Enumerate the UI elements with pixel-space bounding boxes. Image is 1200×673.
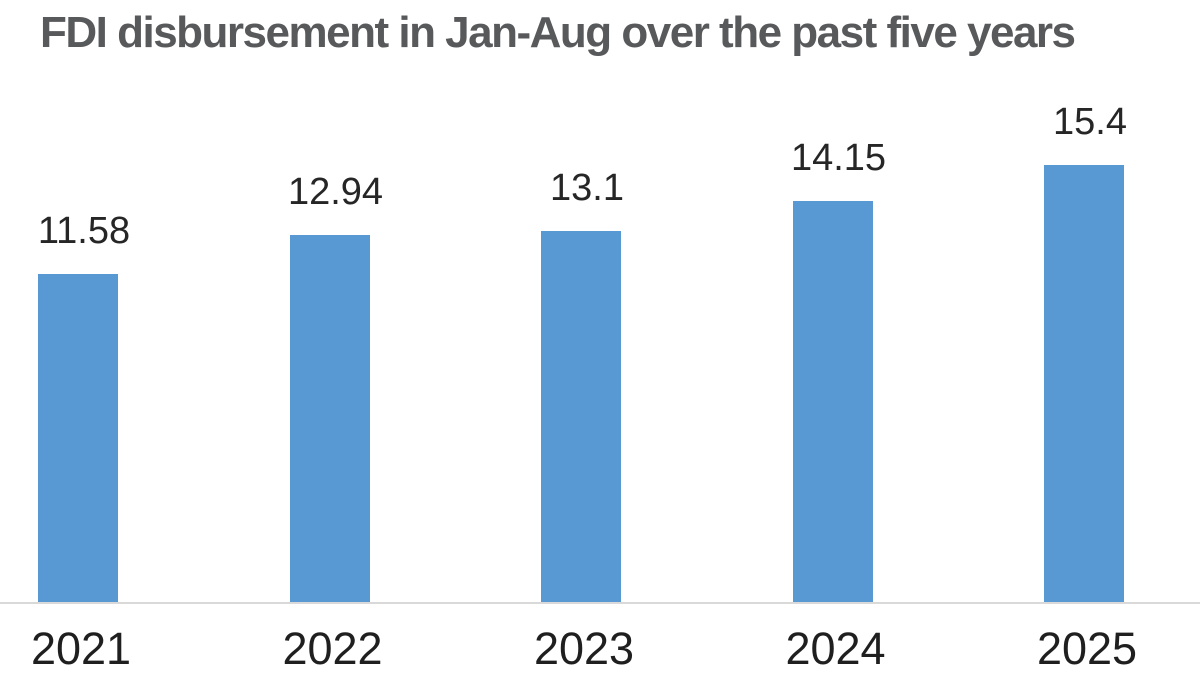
x-axis-label-2025: 2025: [1036, 623, 1138, 673]
bar-value-label-2023: 13.1: [550, 167, 624, 209]
bar-2023: [541, 231, 621, 603]
chart-title: FDI disbursement in Jan-Aug over the pas…: [40, 8, 1076, 57]
x-axis-label-2024: 2024: [785, 623, 886, 673]
x-axis-label-2022: 2022: [282, 623, 383, 673]
bar-2022: [289, 235, 370, 603]
bar-value-label-2021: 11.58: [37, 210, 131, 252]
bar-value-label-2024: 14.15: [790, 137, 887, 179]
bar-2021: [38, 274, 118, 603]
bar-value-label-2025: 15.4: [1053, 101, 1127, 143]
bar-2024: [792, 201, 873, 603]
x-axis-label-2021: 2021: [30, 623, 132, 673]
bar-2025: [1044, 165, 1124, 603]
x-axis-line: [0, 602, 1200, 604]
bar-value-label-2022: 12.94: [287, 171, 384, 213]
x-axis-label-2023: 2023: [533, 623, 635, 673]
